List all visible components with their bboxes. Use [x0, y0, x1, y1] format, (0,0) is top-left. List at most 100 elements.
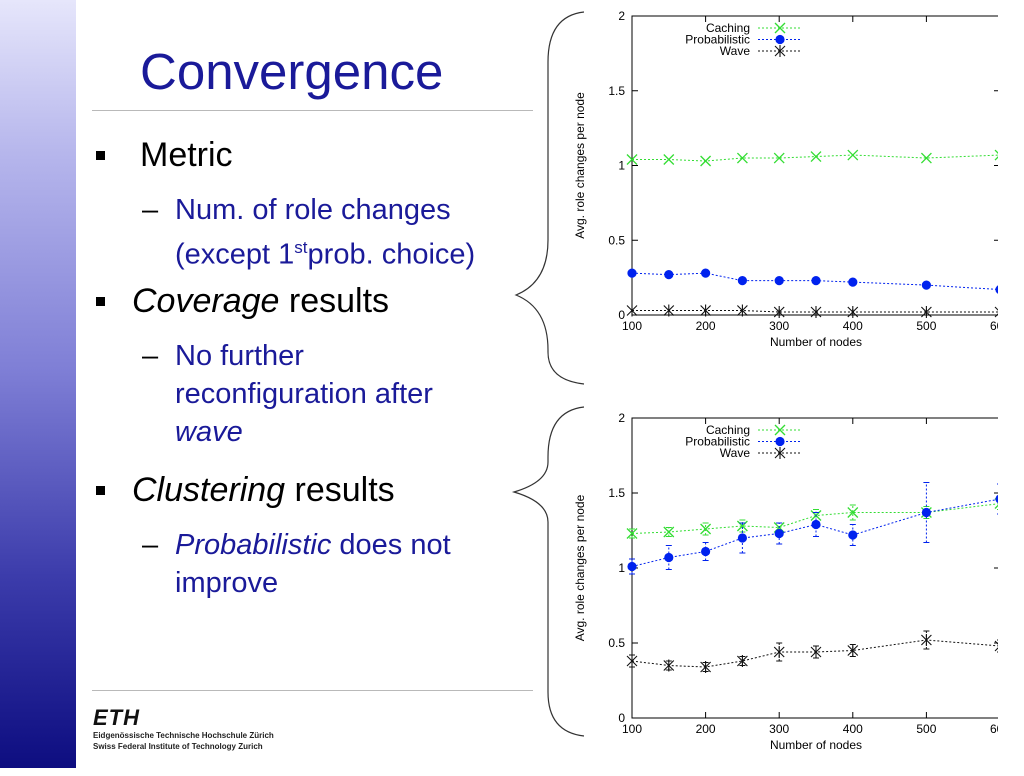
marker-stroke [773, 152, 785, 164]
x-tick-label: 200 [696, 722, 716, 736]
data-point [737, 655, 748, 667]
marker-stroke [626, 154, 638, 165]
data-point [848, 277, 858, 287]
data-point [921, 634, 932, 646]
bullet-square-icon [96, 151, 105, 160]
series-line [632, 154, 998, 162]
bullet-metric-text: Metric [140, 136, 233, 174]
eth-name-english: Swiss Federal Institute of Technology Zu… [93, 742, 263, 751]
legend-label: Caching [706, 423, 750, 437]
bullet-square-icon [96, 297, 105, 306]
marker-stroke [994, 647, 998, 652]
bullet-coverage-text: results [279, 282, 390, 320]
x-axis-label: Number of nodes [770, 738, 862, 752]
marker-stroke [994, 313, 998, 318]
data-point [847, 507, 859, 518]
x-axis-label: Number of nodes [770, 335, 862, 349]
data-point [995, 285, 998, 294]
bullet-clustering-text: results [285, 471, 395, 509]
sub-coverage-line2: reconfiguration after [175, 378, 433, 410]
series-probabilistic [627, 268, 998, 294]
brace-top [514, 11, 585, 385]
marker-stroke [700, 523, 712, 535]
sub-metric-line2a: (except 1 [175, 238, 295, 271]
data-point [700, 155, 712, 167]
data-point [737, 276, 747, 286]
marker-stroke [920, 152, 932, 164]
marker-stroke [994, 504, 998, 509]
data-point [774, 276, 784, 286]
legend-label: Wave [720, 446, 751, 460]
marker-stroke [774, 424, 786, 436]
series-caching [626, 149, 998, 167]
data-point [626, 528, 638, 539]
data-point [810, 306, 822, 319]
y-tick-label: 0 [618, 711, 625, 725]
legend-marker [774, 447, 786, 459]
marker-stroke [994, 306, 998, 311]
x-tick-label: 300 [769, 319, 789, 333]
sub-clustering: – Probabilistic does not improve [142, 526, 451, 602]
x-tick-label: 500 [916, 319, 936, 333]
x-tick-label: 100 [622, 319, 642, 333]
bullet-coverage-italic: Coverage [132, 282, 280, 320]
x-tick-label: 300 [769, 722, 789, 736]
dash-marker: – [142, 340, 159, 372]
data-point [773, 306, 785, 319]
data-point [848, 530, 858, 540]
sub-metric: – Num. of role changes (except 1stprob. … [142, 191, 475, 274]
y-tick-label: 2 [618, 411, 625, 425]
marker-stroke [663, 526, 675, 538]
sub-coverage-line1: No further [175, 340, 304, 372]
marker-stroke [994, 156, 998, 161]
data-point [810, 646, 822, 658]
legend-label: Wave [720, 44, 751, 58]
x-tick-label: 400 [843, 319, 863, 333]
data-point [811, 276, 821, 286]
bullet-square-icon [96, 486, 105, 495]
data-point [663, 304, 675, 317]
data-point [847, 149, 859, 161]
marker-stroke [663, 154, 675, 165]
data-point [995, 494, 998, 504]
y-axis-label: Avg. role changes per node [573, 494, 587, 641]
data-point [847, 644, 859, 657]
data-point [663, 526, 675, 538]
data-point [921, 507, 931, 518]
x-tick-label: 600 [990, 319, 998, 333]
data-point [701, 546, 711, 557]
data-point [773, 646, 785, 658]
data-point [736, 152, 748, 164]
marker-stroke [810, 151, 822, 162]
data-point [627, 561, 637, 572]
marker-stroke [736, 520, 748, 532]
y-axis-label: Avg. role changes per node [573, 92, 587, 239]
marker-stroke [626, 528, 638, 539]
data-point [847, 306, 859, 319]
marker-stroke [847, 149, 859, 161]
x-tick-label: 400 [843, 722, 863, 736]
series-line [631, 503, 998, 534]
data-point [736, 520, 748, 532]
sub-coverage-italic: wave [175, 416, 243, 448]
data-point [700, 523, 712, 535]
series-caching [626, 497, 998, 539]
y-tick-label: 1 [618, 159, 625, 173]
data-point [737, 533, 747, 543]
sub-coverage: – No further reconfiguration after wave [142, 337, 433, 451]
data-point [773, 152, 785, 164]
y-tick-label: 0 [618, 308, 625, 322]
sub-metric-line2b: prob. choice) [307, 238, 476, 271]
data-point [994, 149, 998, 161]
legend-label: Probabilistic [685, 33, 750, 47]
legend-label: Probabilistic [685, 435, 750, 449]
data-point [810, 151, 822, 162]
dash-marker: – [142, 194, 159, 226]
data-point [664, 552, 674, 563]
chart-coverage: 0 0.5 1 1.5 2 100 200 300 400 500 600 Number of nod… [573, 9, 998, 349]
data-point [774, 528, 784, 539]
series-line [632, 310, 998, 313]
series-wave [626, 630, 998, 673]
marker-stroke [736, 152, 748, 164]
